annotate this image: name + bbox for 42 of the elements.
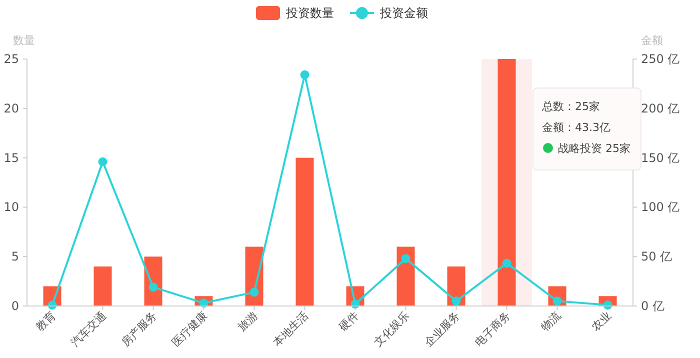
- y2-tick-label: 150 亿: [641, 150, 680, 165]
- bar: [94, 266, 112, 306]
- point: [250, 288, 259, 297]
- point: [300, 70, 310, 80]
- y2-tick-label: 100 亿: [641, 200, 680, 214]
- y-tick-label: 0: [11, 299, 19, 313]
- y-tick-label: 20: [4, 101, 19, 116]
- y2-axis-title: 金额: [641, 34, 663, 47]
- y-axis-title: 数量: [13, 34, 35, 47]
- x-tick-label: 房产服务: [119, 308, 160, 350]
- point: [401, 254, 410, 264]
- x-tick-label: 企业服务: [422, 308, 462, 350]
- x-tick-label: 教育: [34, 308, 58, 334]
- y-tick-label: 5: [11, 250, 19, 264]
- x-tick-label: 医疗健康: [170, 308, 210, 350]
- legend-label: 投资数量: [285, 6, 334, 20]
- bar: [296, 158, 314, 306]
- y-tick-label: 15: [4, 150, 19, 165]
- y2-tick-label: 50 亿: [641, 250, 672, 264]
- x-tick-label: 汽车交通: [68, 308, 109, 350]
- x-tick-label: 本地生活: [270, 308, 311, 350]
- point: [552, 296, 562, 306]
- annotation: 总数：25家: [541, 100, 600, 113]
- y2-tick-label: 250 亿: [641, 52, 680, 66]
- point: [452, 296, 461, 306]
- annotation: 金额：43.3亿: [542, 121, 610, 134]
- point: [98, 157, 108, 166]
- y-tick-label: 25: [4, 52, 19, 66]
- x-tick-label: 文化娱乐: [372, 308, 412, 350]
- x-tick-label: 物流: [538, 308, 564, 334]
- legend-label: 投资金额: [379, 6, 428, 20]
- point: [148, 282, 158, 292]
- bar: [396, 246, 415, 306]
- y-tick-label: 10: [4, 200, 19, 214]
- annotation: 战略投资 25家: [558, 142, 630, 155]
- point: [502, 258, 512, 268]
- x-tick-label: 电子商务: [472, 308, 513, 350]
- y2-tick-label: 0 亿: [641, 299, 664, 313]
- x-tick-label: 农业: [589, 308, 614, 334]
- y2-tick-label: 200 亿: [641, 101, 680, 116]
- x-tick-label: 硬件: [336, 308, 362, 334]
- x-tick-label: 旅游: [236, 308, 260, 334]
